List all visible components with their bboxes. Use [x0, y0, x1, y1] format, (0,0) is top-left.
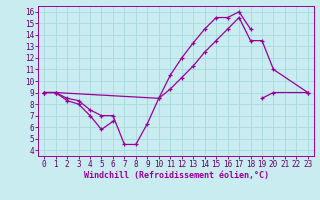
X-axis label: Windchill (Refroidissement éolien,°C): Windchill (Refroidissement éolien,°C): [84, 171, 268, 180]
